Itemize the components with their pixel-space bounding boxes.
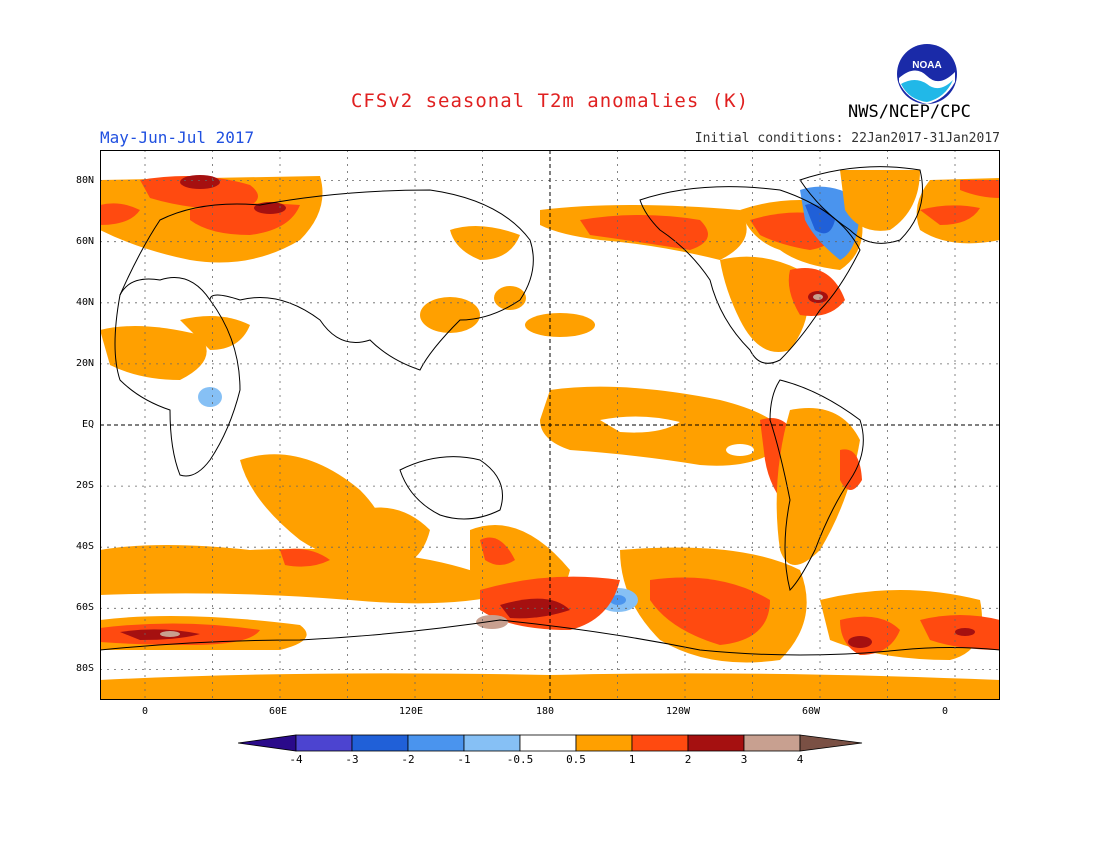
colorbar-tick: -2 (401, 753, 415, 766)
lon-label-120w: 120W (665, 706, 691, 717)
lat-label-60s: 60S (75, 602, 94, 613)
season-label: May-Jun-Jul 2017 (100, 128, 255, 147)
colorbar-tick: -3 (345, 753, 359, 766)
anomaly-shading (100, 170, 1000, 700)
coastlines (100, 166, 1000, 656)
lat-label-60n: 60N (75, 236, 94, 247)
colorbar-bin-m4-m3 (295, 734, 353, 752)
lat-label-40s: 40S (75, 541, 94, 552)
lon-label-60e: 60E (268, 706, 288, 717)
colorbar-arrow-high (799, 734, 863, 752)
lon-label-180: 180 (535, 706, 555, 717)
lat-label-20n: 20N (75, 358, 94, 369)
lat-label-20s: 20S (75, 480, 94, 491)
lat-label-40n: 40N (75, 297, 94, 308)
lat-label-80s: 80S (75, 663, 94, 674)
equator-dateline (100, 150, 1000, 700)
lon-label-0-east: 0 (941, 706, 949, 717)
map-title: CFSv2 seasonal T2m anomalies (K) (350, 90, 750, 112)
colorbar-bin-m2-m1 (407, 734, 465, 752)
colorbar-bin-m1-m05 (463, 734, 521, 752)
lat-label-80n: 80N (75, 175, 94, 186)
colorbar-tick: -1 (457, 753, 471, 766)
colorbar-bin-p2-p3 (687, 734, 745, 752)
colorbar-tick: 3 (740, 753, 748, 766)
colorbar-tick: 2 (684, 753, 692, 766)
lon-label-0: 0 (141, 706, 149, 717)
agency-label: NWS/NCEP/CPC (848, 102, 971, 122)
colorbar (238, 734, 863, 752)
colorbar-arrow-low (238, 734, 297, 752)
anomaly-map (100, 150, 1000, 700)
colorbar-tick: 0.5 (566, 753, 586, 766)
lon-label-120e: 120E (398, 706, 424, 717)
noaa-logo: NOAA (897, 44, 957, 104)
colorbar-bin-m3-m2 (351, 734, 409, 752)
colorbar-bin-p05-p1 (575, 734, 633, 752)
colorbar-tick: 4 (796, 753, 804, 766)
colorbar-bin-p1-p2 (631, 734, 689, 752)
colorbar-tick: -0.5 (506, 753, 534, 766)
colorbar-bin-neutral (519, 734, 577, 752)
logo-text: NOAA (912, 60, 941, 71)
lat-label-eq: EQ (81, 419, 94, 430)
initial-conditions-label: Initial conditions: 22Jan2017-31Jan2017 (694, 131, 1000, 146)
colorbar-bin-p3-p4 (743, 734, 801, 752)
colorbar-tick: 1 (628, 753, 636, 766)
colorbar-tick: -4 (289, 753, 303, 766)
lon-label-60w: 60W (801, 706, 821, 717)
